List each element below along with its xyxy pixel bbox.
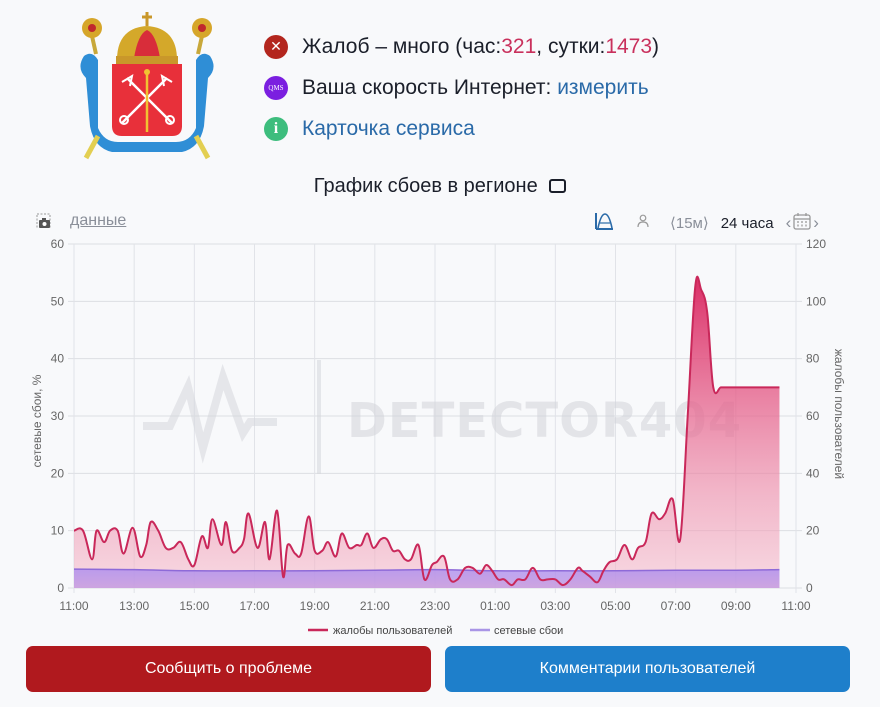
area-chart-toggle-icon[interactable] xyxy=(594,212,614,234)
data-link[interactable]: данные xyxy=(70,212,127,229)
info-icon: i xyxy=(264,116,288,141)
complaints-day-count: 1473 xyxy=(605,34,653,58)
outage-chart: DETECTOR404 0 10 20 30 40 50 60 0 20 40 60 80 100 120 1… xyxy=(0,230,880,640)
svg-text:20: 20 xyxy=(51,466,65,480)
report-problem-button[interactable]: Сообщить о проблеме xyxy=(26,646,431,692)
interval-selector[interactable]: ⟨15м⟩ xyxy=(670,215,709,232)
complaints-prefix: Жалоб – много (час: xyxy=(302,34,502,58)
svg-text:20: 20 xyxy=(806,524,820,538)
svg-text:19:00: 19:00 xyxy=(300,599,330,613)
svg-text:50: 50 xyxy=(51,294,65,308)
svg-text:40: 40 xyxy=(51,352,65,366)
complaints-area xyxy=(74,276,780,588)
chart-toolbar-right: ⟨15м⟩ 24 часа ‹ › xyxy=(594,212,819,234)
user-toggle-icon[interactable] xyxy=(636,214,650,232)
svg-text:07:00: 07:00 xyxy=(661,599,691,613)
svg-text:05:00: 05:00 xyxy=(600,599,630,613)
action-buttons: Сообщить о проблеме Комментарии пользова… xyxy=(26,646,850,692)
svg-text:DETECTOR404: DETECTOR404 xyxy=(347,393,742,449)
complaints-status: ✕ Жалоб – много (час: 321 , сутки: 1473 … xyxy=(264,26,659,67)
svg-text:100: 100 xyxy=(806,294,826,308)
svg-text:40: 40 xyxy=(806,466,820,480)
chart-svg: DETECTOR404 0 10 20 30 40 50 60 0 20 40 60 80 100 120 1… xyxy=(30,237,846,637)
svg-text:120: 120 xyxy=(806,237,826,251)
complaints-line xyxy=(73,275,780,587)
chart-title: График сбоев в регионе xyxy=(0,175,880,198)
qms-icon: QMS xyxy=(264,75,288,100)
complaints-suffix: ) xyxy=(652,34,660,58)
svg-text:21:00: 21:00 xyxy=(360,599,390,613)
svg-text:80: 80 xyxy=(806,352,820,366)
svg-text:23:00: 23:00 xyxy=(420,599,450,613)
screenshot-camera-icon[interactable] xyxy=(36,213,52,229)
chart-title-text: График сбоев в регионе xyxy=(313,175,538,197)
speed-label: Ваша скорость Интернет: xyxy=(302,75,558,99)
complaints-hour-count: 321 xyxy=(501,34,537,58)
watermark: DETECTOR404 xyxy=(143,360,742,474)
fullscreen-tv-icon[interactable] xyxy=(549,179,567,193)
svg-text:60: 60 xyxy=(51,237,65,251)
svg-text:11:00: 11:00 xyxy=(781,599,810,613)
next-date-chevron-icon[interactable]: › xyxy=(813,213,819,232)
svg-text:09:00: 09:00 xyxy=(721,599,751,613)
svg-text:10: 10 xyxy=(51,524,65,538)
svg-text:17:00: 17:00 xyxy=(239,599,269,613)
range-selector[interactable]: 24 часа xyxy=(720,214,774,232)
failures-line xyxy=(73,568,780,572)
svg-text:жалобы пользователей: жалобы пользователей xyxy=(333,625,452,637)
svg-text:11:00: 11:00 xyxy=(59,599,88,613)
svg-text:03:00: 03:00 xyxy=(540,599,570,613)
svg-text:15:00: 15:00 xyxy=(179,599,209,613)
service-card-link[interactable]: Карточка сервиса xyxy=(302,116,475,140)
coat-of-arms-logo xyxy=(72,8,222,164)
status-list: ✕ Жалоб – много (час: 321 , сутки: 1473 … xyxy=(264,26,659,149)
svg-text:30: 30 xyxy=(51,409,65,423)
svg-text:0: 0 xyxy=(57,581,64,595)
complaints-mid: , сутки: xyxy=(536,34,606,58)
service-card-row: i Карточка сервиса xyxy=(264,108,659,149)
calendar-icon[interactable] xyxy=(793,212,811,234)
chart-legend: жалобы пользователей сетевые сбои xyxy=(308,625,563,637)
chart-toolbar-left: данные xyxy=(36,212,126,230)
svg-text:01:00: 01:00 xyxy=(480,599,510,613)
svg-text:0: 0 xyxy=(806,581,813,595)
svg-text:сетевые сбои, %: сетевые сбои, % xyxy=(30,374,44,467)
svg-text:13:00: 13:00 xyxy=(119,599,149,613)
prev-date-chevron-icon[interactable]: ‹ xyxy=(785,213,792,232)
svg-text:жалобы пользователей: жалобы пользователей xyxy=(832,349,846,479)
svg-text:60: 60 xyxy=(806,409,820,423)
user-comments-button[interactable]: Комментарии пользователей xyxy=(445,646,850,692)
speed-test-row: QMS Ваша скорость Интернет: измерить xyxy=(264,67,659,108)
measure-speed-link[interactable]: измерить xyxy=(557,75,649,99)
error-x-icon: ✕ xyxy=(264,34,288,59)
svg-text:сетевые сбои: сетевые сбои xyxy=(494,625,563,637)
